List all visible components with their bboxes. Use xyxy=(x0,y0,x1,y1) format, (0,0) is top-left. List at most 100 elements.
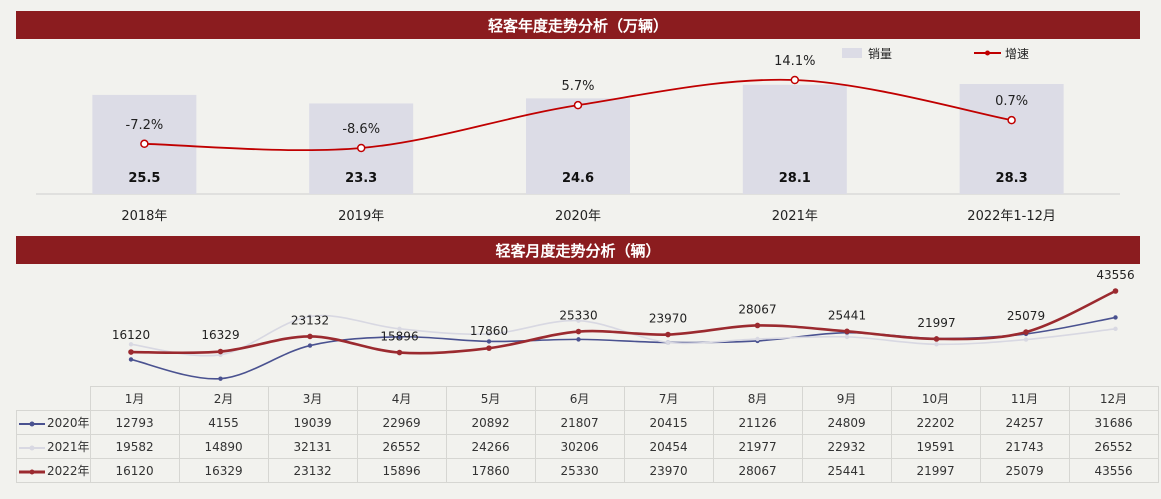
table-cell: 4155 xyxy=(178,410,269,435)
legend-growth-marker xyxy=(985,50,990,56)
table-legend-marker xyxy=(29,469,35,474)
series-line-2022年 xyxy=(130,289,1117,355)
table-cell: 20892 xyxy=(445,410,536,435)
table-row: 2020年 12793 4155 19039 22969 20892 21807 20415 2… xyxy=(16,410,1159,435)
table-cell: 21977 xyxy=(712,434,803,459)
table-cell: 21126 xyxy=(712,410,803,435)
series-point-2021年 xyxy=(576,318,581,323)
series-point-2022年 xyxy=(486,345,492,351)
table-cell: 25330 xyxy=(534,458,625,483)
table-cell: 23132 xyxy=(267,458,358,483)
table-cell: 32131 xyxy=(267,434,358,459)
table-month-header: 9月 xyxy=(801,386,892,411)
table-series-label: 2020年 xyxy=(16,410,91,435)
series-point-2021年 xyxy=(1023,337,1029,342)
table-legend-swatch xyxy=(19,469,45,474)
series-point-2022年 xyxy=(396,349,403,356)
series-point-2021年 xyxy=(128,342,134,347)
table-legend-swatch xyxy=(19,421,45,426)
monthly-data-table: 1月 2月 3月 4月 5月 6月 7月 8月 9月 10月 11月 12月 2020年 12793 415… xyxy=(16,386,1159,483)
annual-category-label: 2022年1-12月 xyxy=(967,209,1056,224)
series-point-2021年 xyxy=(1113,326,1118,332)
table-cell: 24809 xyxy=(801,410,892,435)
series-point-2022年 xyxy=(307,333,313,340)
table-cell: 21743 xyxy=(979,434,1070,459)
table-cell: 31686 xyxy=(1068,410,1159,435)
growth-point xyxy=(1007,115,1016,125)
table-month-header: 2月 xyxy=(178,386,269,411)
series-point-2021年 xyxy=(486,331,492,337)
series-point-2020年 xyxy=(1113,315,1118,320)
annual-chart: 25.5 2018年 23.3 2019年 24.6 2020年 28.1 2021年 28.3… xyxy=(36,47,1120,224)
sales-bar xyxy=(959,84,1064,194)
sales-bar-label: 23.3 xyxy=(345,171,377,186)
table-cell: 22202 xyxy=(890,410,981,435)
growth-label: 5.7% xyxy=(561,79,594,94)
table-row: 2022年 16120 16329 23132 15896 17860 25330 23970… xyxy=(16,458,1159,483)
table-cell: 15896 xyxy=(356,458,447,483)
growth-label: 0.7% xyxy=(995,94,1028,109)
annual-category-label: 2018年 xyxy=(121,209,167,224)
table-cell: 26552 xyxy=(1068,434,1159,459)
series-point-2021年 xyxy=(307,314,313,319)
series-label-2022年: 16329 xyxy=(201,328,239,342)
series-label-2022年: 17860 xyxy=(470,324,508,338)
series-label-2022年: 25330 xyxy=(559,309,597,323)
growth-label: 14.1% xyxy=(774,54,815,69)
sales-bar xyxy=(526,98,630,194)
growth-label: -7.2% xyxy=(126,118,164,133)
series-point-2021年 xyxy=(397,326,402,332)
growth-point xyxy=(140,139,149,149)
monthly-title: 轻客月度走势分析（辆） xyxy=(495,241,661,260)
table-row: 2021年 19582 14890 32131 26552 24266 30206 20454… xyxy=(16,434,1159,459)
table-corner xyxy=(17,387,91,411)
series-line-2021年 xyxy=(130,314,1116,357)
series-line-2020年 xyxy=(130,316,1116,380)
table-cell: 28067 xyxy=(712,458,803,483)
legend-sales-label: 销量 xyxy=(868,47,892,61)
legend-sales-swatch xyxy=(842,48,862,58)
table-legend-marker xyxy=(29,421,35,426)
series-point-2022年 xyxy=(128,349,134,355)
table-cell: 43556 xyxy=(1068,458,1159,483)
series-label-2022年: 23970 xyxy=(649,312,687,326)
growth-label: -8.6% xyxy=(342,122,380,137)
sales-bar-label: 28.3 xyxy=(996,171,1028,186)
series-point-2020年 xyxy=(576,337,581,342)
table-month-header: 3月 xyxy=(267,386,358,411)
series-point-2020年 xyxy=(397,334,402,339)
table-cell: 19582 xyxy=(89,434,180,459)
table-cell: 24266 xyxy=(445,434,536,459)
table-cell: 21807 xyxy=(534,410,625,435)
table-month-header: 8月 xyxy=(712,386,803,411)
series-point-2021年 xyxy=(755,336,760,342)
growth-point xyxy=(790,75,800,85)
series-point-2022年 xyxy=(1023,329,1029,335)
sales-bar-label: 25.5 xyxy=(128,171,160,186)
table-series-name: 2020年 xyxy=(47,416,90,430)
series-point-2022年 xyxy=(665,331,671,338)
table-month-header: 1月 xyxy=(89,386,180,411)
series-point-2021年 xyxy=(665,340,671,345)
annual-category-label: 2021年 xyxy=(772,209,818,224)
series-point-2020年 xyxy=(486,339,492,344)
table-cell: 19591 xyxy=(890,434,981,459)
table-cell: 21997 xyxy=(890,458,981,483)
table-cell: 12793 xyxy=(89,410,180,435)
series-point-2020年 xyxy=(307,343,313,348)
table-month-header: 4月 xyxy=(356,386,447,411)
series-label-2022年: 21997 xyxy=(917,316,955,330)
table-cell: 25079 xyxy=(979,458,1070,483)
table-cell: 20415 xyxy=(623,410,714,435)
table-series-name: 2021年 xyxy=(47,440,90,454)
table-cell: 30206 xyxy=(534,434,625,459)
series-point-2022年 xyxy=(754,322,761,329)
sales-bar-label: 24.6 xyxy=(562,171,594,186)
monthly-banner: 轻客月度走势分析（辆） xyxy=(16,236,1140,264)
table-cell: 17860 xyxy=(445,458,536,483)
sales-bar-label: 28.1 xyxy=(779,171,811,186)
table-month-header: 12月 xyxy=(1068,386,1159,411)
legend-growth-label: 增速 xyxy=(1005,47,1029,61)
table-month-header: 11月 xyxy=(979,386,1070,411)
series-label-2022年: 28067 xyxy=(738,302,776,316)
